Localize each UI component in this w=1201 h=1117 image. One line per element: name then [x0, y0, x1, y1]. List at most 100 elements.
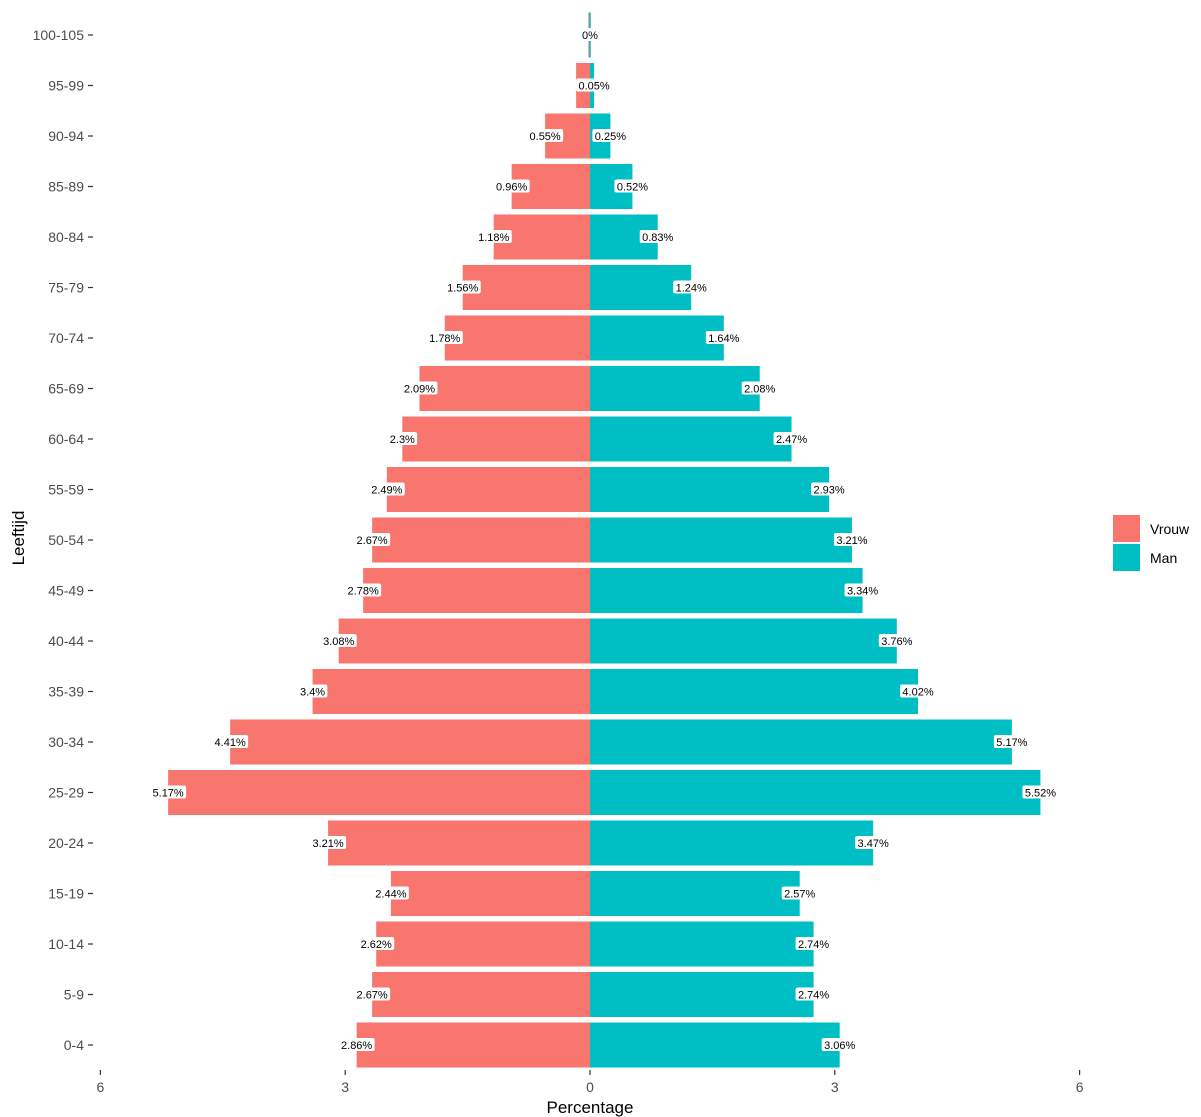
bar-vrouw-40-44	[338, 618, 590, 664]
data-label-box	[614, 179, 651, 193]
bar-vrouw-70-74	[444, 315, 590, 361]
bar-man-50-54	[590, 517, 852, 563]
bar-man-45-49	[590, 568, 863, 613]
bar-vrouw-65-69	[419, 366, 590, 411]
data-label-box	[855, 836, 892, 849]
data-label-box	[493, 179, 530, 193]
y-tick-label-45-49: 45-49	[48, 583, 84, 599]
data-label-man-50-54: 3.21%	[836, 535, 867, 547]
data-label-box	[426, 331, 463, 344]
x-axis: 6 3 0 3 6	[97, 1070, 1084, 1095]
x-tick-label: 3	[831, 1079, 839, 1095]
bar-man-55-59	[590, 467, 830, 512]
bar-vrouw-5-9	[372, 972, 590, 1017]
legend: Vrouw Man	[1113, 515, 1190, 571]
y-tick-label-90-94: 90-94	[48, 128, 84, 144]
data-label-box	[833, 533, 870, 546]
data-label-vrouw-55-59: 2.49%	[371, 485, 402, 497]
data-label-vrouw-30-34: 4.41%	[215, 737, 246, 749]
data-label-man-5-9: 2.74%	[798, 990, 829, 1002]
data-label-vrouw-60-64: 2.3%	[390, 434, 415, 446]
bar-vrouw-60-64	[402, 416, 590, 462]
data-label-man-40-44: 3.76%	[881, 636, 912, 648]
y-axis-title: Leeftijd	[9, 511, 28, 566]
legend-swatch-vrouw	[1113, 515, 1140, 542]
x-tick-label: 6	[1076, 1079, 1084, 1095]
bar-vrouw-30-34	[230, 719, 591, 765]
data-label-box	[993, 735, 1030, 748]
y-tick-label-80-84: 80-84	[48, 229, 84, 245]
data-label-vrouw-75-79: 1.56%	[447, 283, 478, 295]
data-label-box	[781, 886, 818, 900]
data-label-box	[900, 684, 937, 698]
data-label-box	[1022, 785, 1059, 799]
data-label-vrouw-65-69: 2.09%	[404, 384, 435, 396]
data-label-man-20-24: 3.47%	[858, 838, 889, 850]
data-label-vrouw-5-9: 2.67%	[357, 990, 388, 1002]
bar-man-25-29	[590, 770, 1041, 815]
data-label-box	[811, 482, 848, 496]
data-label-vrouw-20-24: 3.21%	[312, 838, 343, 850]
y-tick-label-50-54: 50-54	[48, 532, 84, 548]
y-axis: 0-4 5-9 10-14 15-19 20-24 25-29 30-34 35-39 40-4…	[33, 27, 93, 1053]
data-label-man-15-19: 2.57%	[784, 889, 815, 901]
data-label-vrouw-50-54: 2.67%	[357, 535, 388, 547]
y-tick-label-35-39: 35-39	[48, 684, 84, 700]
y-tick-label-60-64: 60-64	[48, 431, 84, 447]
data-label-box	[401, 381, 438, 395]
data-label-box	[345, 583, 382, 597]
data-label-vrouw-35-39: 3.4%	[300, 687, 325, 699]
data-label-man-35-39: 4.02%	[902, 687, 933, 699]
data-label-man-80-84: 0.83%	[642, 232, 673, 244]
vrouw-bars	[168, 12, 591, 1068]
data-label-box	[387, 432, 418, 445]
data-label-box	[705, 331, 742, 344]
data-label-vrouw-70-74: 1.78%	[429, 333, 460, 345]
data-label-box	[821, 1038, 858, 1051]
bar-vrouw-50-54	[372, 517, 590, 563]
y-tick-label-20-24: 20-24	[48, 835, 84, 851]
bar-vrouw-35-39	[312, 669, 590, 714]
data-label-box	[212, 735, 249, 748]
data-label-box	[297, 684, 328, 698]
bar-man-65-69	[590, 366, 760, 411]
y-tick-label-30-34: 30-34	[48, 734, 84, 750]
data-label-vrouw-85-89: 0.96%	[496, 182, 527, 194]
data-labels: 2.86% 2.67% 2.62% 2.44% 3.21% 5.17% 4.41% 3.4% 3…	[150, 28, 1059, 1052]
bar-vrouw-20-24	[328, 820, 590, 866]
data-label-box	[878, 634, 915, 647]
x-tick-label: 6	[97, 1079, 105, 1095]
data-label-box	[795, 987, 832, 1001]
bar-vrouw-15-19	[390, 871, 590, 916]
x-axis-title: Percentage	[547, 1098, 634, 1117]
data-label-man-0-4: 3.06%	[824, 1040, 855, 1052]
y-tick-label-40-44: 40-44	[48, 633, 84, 649]
data-label-vrouw-80-84: 1.18%	[478, 232, 509, 244]
y-tick-label-5-9: 5-9	[64, 987, 84, 1003]
data-label-box	[354, 987, 391, 1001]
bar-vrouw-0-4	[356, 1022, 590, 1068]
man-bars	[589, 12, 1041, 1068]
data-label-box	[354, 533, 391, 546]
bar-man-35-39	[590, 669, 919, 714]
data-label-box	[150, 785, 187, 799]
data-label-box	[320, 634, 357, 647]
bar-vrouw-10-14	[376, 921, 590, 967]
data-label-vrouw-40-44: 3.08%	[323, 636, 354, 648]
data-label-box	[773, 432, 810, 445]
data-label-man-100-105: 0%	[582, 30, 598, 42]
data-label-vrouw-25-29: 5.17%	[153, 788, 184, 800]
bar-man-70-74	[590, 315, 724, 361]
data-label-man-30-34: 5.17%	[996, 737, 1027, 749]
data-label-man-60-64: 2.47%	[776, 434, 807, 446]
data-label-man-75-79: 1.24%	[676, 283, 707, 295]
y-tick-label-100-105: 100-105	[33, 27, 85, 43]
data-label-vrouw-10-14: 2.62%	[361, 939, 392, 951]
data-label-box	[639, 230, 676, 243]
data-label-box	[368, 482, 405, 496]
data-label-box	[741, 381, 778, 395]
data-label-box	[338, 1038, 375, 1051]
bar-vrouw-55-59	[386, 467, 590, 512]
